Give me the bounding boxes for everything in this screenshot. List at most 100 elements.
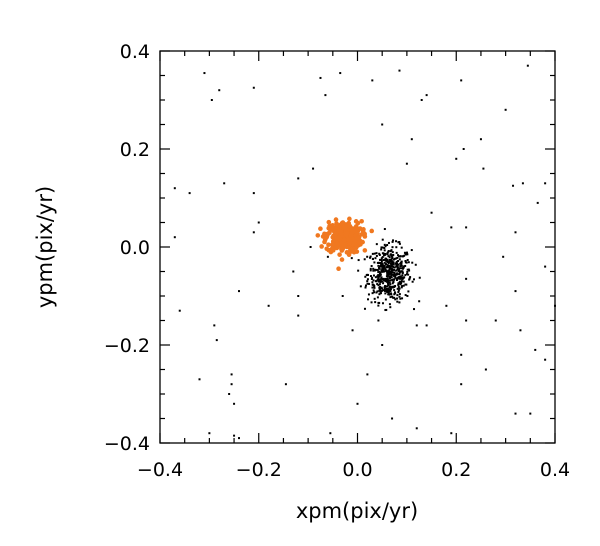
series-0-point-338 <box>383 249 386 252</box>
series-0-point-488 <box>373 252 376 255</box>
series-0-point-333 <box>406 268 409 271</box>
series-0-point-390 <box>392 296 395 299</box>
series-0-point-453 <box>399 281 402 284</box>
series-0-point-302 <box>411 261 414 264</box>
series-0-point-55 <box>445 304 448 307</box>
series-0-point-66 <box>351 329 354 332</box>
series-1-point-245 <box>334 221 339 226</box>
series-0-point-503 <box>372 267 375 270</box>
series-0-point-413 <box>367 298 370 301</box>
series-0-point-466 <box>394 275 397 278</box>
series-0-point-243 <box>364 284 367 287</box>
series-0-point-401 <box>375 254 378 257</box>
series-0-point-292 <box>378 270 381 273</box>
series-0-point-190 <box>367 293 370 296</box>
series-0-point-369 <box>384 309 387 312</box>
series-0-point-471 <box>378 252 381 255</box>
series-0-point-555 <box>379 292 382 295</box>
series-0-point-368 <box>379 279 382 282</box>
series-0-point-9 <box>420 99 423 101</box>
series-1-point-201 <box>344 250 350 255</box>
series-0-point-402 <box>380 265 383 268</box>
series-0-point-474 <box>387 284 390 287</box>
series-0-point-581 <box>370 301 373 304</box>
series-0-point-37 <box>326 255 329 258</box>
x-tick-label: −0.4 <box>137 459 183 481</box>
series-0-point-314 <box>386 285 389 288</box>
x-tick-label: 0.0 <box>342 459 372 481</box>
series-0-point-442 <box>392 271 395 274</box>
series-1-point-271 <box>326 219 332 225</box>
series-0-point-342 <box>380 257 383 260</box>
series-0-point-167 <box>383 289 386 292</box>
series-0-point-39 <box>514 231 517 234</box>
series-0-point-490 <box>372 269 375 272</box>
series-0-point-542 <box>377 271 380 274</box>
series-0-point-222 <box>396 266 399 269</box>
series-0-point-79 <box>238 437 240 440</box>
series-0-point-585 <box>392 254 395 256</box>
series-0-point-237 <box>380 258 383 261</box>
series-0-point-6 <box>339 72 342 75</box>
series-0-point-32 <box>465 226 468 229</box>
series-0-point-352 <box>377 274 380 277</box>
series-0-point-472 <box>389 279 392 282</box>
series-0-point-468 <box>405 251 408 254</box>
series-0-point-208 <box>400 264 403 267</box>
series-0-point-435 <box>382 268 385 271</box>
series-0-point-288 <box>369 256 372 259</box>
series-0-point-491 <box>397 276 400 279</box>
series-0-point-557 <box>377 280 380 283</box>
series-0-point-3 <box>252 86 255 89</box>
series-0-point-88 <box>393 268 396 271</box>
series-0-point-211 <box>397 259 400 262</box>
series-0-point-445 <box>382 265 385 268</box>
series-0-point-202 <box>395 273 398 276</box>
series-0-point-564 <box>399 297 402 300</box>
series-1-point-16 <box>333 217 339 222</box>
series-0-point-316 <box>394 285 397 288</box>
series-0-point-367 <box>388 303 391 306</box>
series-0-point-549 <box>357 259 360 262</box>
y-tick-label: −0.2 <box>104 335 150 357</box>
series-0-point-364 <box>392 261 395 264</box>
series-1-point-287 <box>324 235 329 240</box>
series-0-point-436 <box>390 274 393 277</box>
series-0-point-29 <box>544 182 547 185</box>
series-0-point-597 <box>392 278 395 281</box>
series-1-point-319 <box>322 231 327 237</box>
series-0-point-551 <box>388 268 391 271</box>
series-0-point-341 <box>366 278 369 281</box>
series-0-point-412 <box>384 252 387 255</box>
series-1-point-200 <box>328 249 334 255</box>
series-0-point-244 <box>369 267 372 270</box>
series-0-point-277 <box>394 257 397 260</box>
series-0-point-40 <box>502 255 505 258</box>
series-0-point-418 <box>398 258 401 261</box>
series-0-point-48 <box>178 309 181 312</box>
series-0-point-152 <box>407 268 410 271</box>
series-0-point-598 <box>393 257 396 260</box>
series-0-point-245 <box>393 291 396 294</box>
series-0-point-28 <box>521 182 524 185</box>
series-1-point-317 <box>350 236 356 242</box>
series-0-point-580 <box>380 287 383 290</box>
series-0-point-1 <box>210 99 213 101</box>
series-0-point-204 <box>391 273 394 276</box>
series-1-point-163 <box>315 233 321 238</box>
series-1-point-290 <box>333 231 339 236</box>
series-0-point-0 <box>203 72 206 75</box>
series-0-point-554 <box>382 270 385 273</box>
series-0-point-457 <box>383 261 386 264</box>
series-1-point-305 <box>327 230 332 235</box>
series-0-point-161 <box>387 255 390 258</box>
series-0-point-255 <box>407 273 410 276</box>
series-0-point-446 <box>389 275 392 278</box>
series-0-point-383 <box>398 293 401 296</box>
series-0-point-573 <box>387 265 390 268</box>
series-0-point-568 <box>403 254 406 257</box>
series-0-point-360 <box>380 276 383 279</box>
series-1-point-286 <box>330 234 336 240</box>
series-1-point-194 <box>324 246 330 252</box>
series-0-point-354 <box>388 289 391 292</box>
